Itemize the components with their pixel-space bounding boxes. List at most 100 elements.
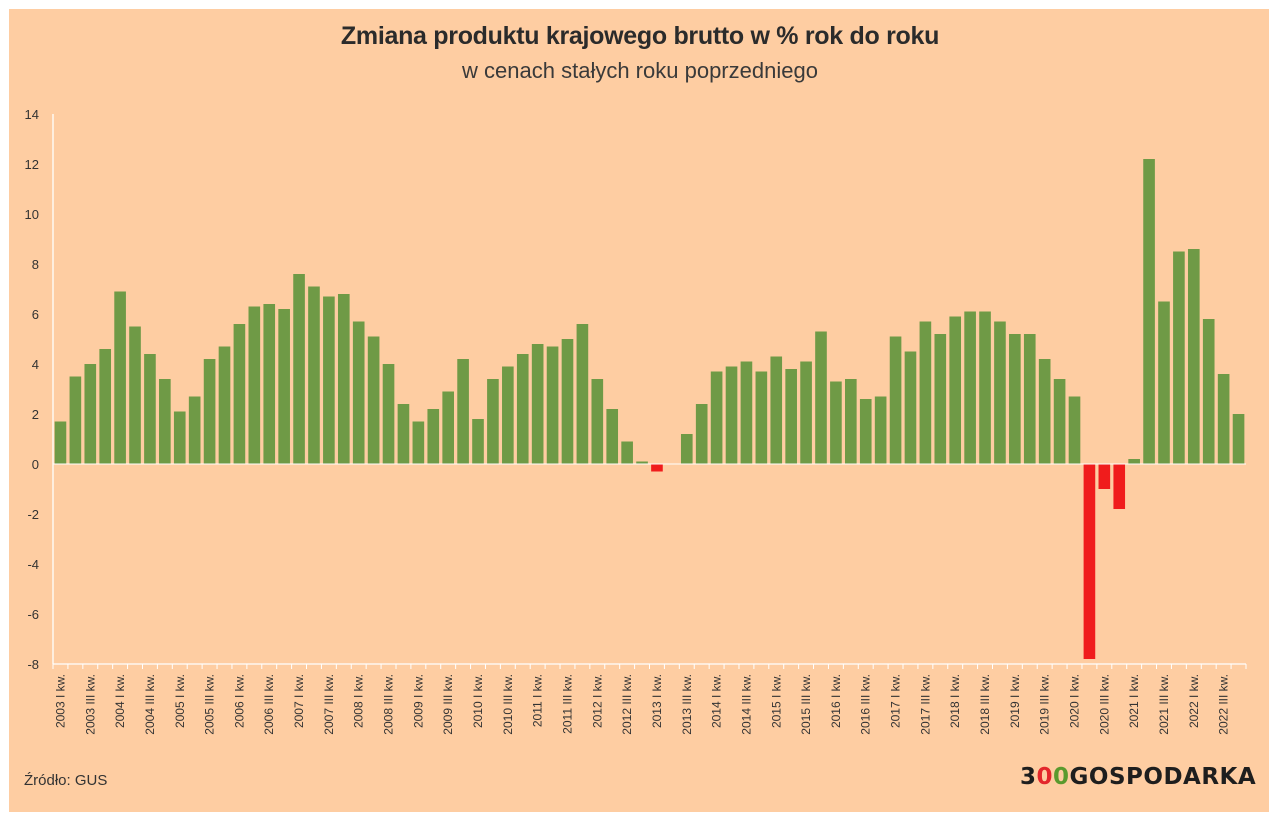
bar bbox=[427, 409, 440, 464]
y-tick-label: -8 bbox=[27, 657, 39, 672]
bar bbox=[472, 419, 484, 464]
bar bbox=[308, 286, 320, 464]
x-tick-label: 2008 I kw. bbox=[352, 674, 366, 728]
x-tick-label: 2014 III kw. bbox=[739, 674, 753, 735]
bar bbox=[770, 356, 783, 464]
x-tick-label: 2016 III kw. bbox=[859, 674, 873, 735]
bar bbox=[337, 294, 350, 464]
bar bbox=[725, 366, 738, 464]
x-tick-label: 2008 III kw. bbox=[382, 674, 396, 735]
bar bbox=[1202, 319, 1215, 464]
y-tick-label: -6 bbox=[27, 607, 39, 622]
y-tick-label: 14 bbox=[25, 107, 39, 122]
x-tick-label: 2021 III kw. bbox=[1157, 674, 1171, 735]
x-tick-label: 2015 III kw. bbox=[799, 674, 813, 735]
bar bbox=[546, 346, 559, 464]
bar bbox=[994, 321, 1006, 464]
bar bbox=[1128, 459, 1140, 464]
bar bbox=[397, 404, 410, 464]
bar bbox=[84, 364, 97, 464]
x-tick-label: 2019 I kw. bbox=[1008, 674, 1022, 728]
bar bbox=[576, 324, 589, 464]
x-tick-label: 2011 III kw. bbox=[560, 674, 574, 734]
y-tick-label: 6 bbox=[32, 307, 39, 322]
bar-series bbox=[54, 159, 1245, 659]
bar bbox=[680, 434, 693, 464]
bar bbox=[710, 371, 723, 464]
bar bbox=[412, 421, 425, 464]
bar bbox=[114, 291, 126, 464]
bar bbox=[218, 346, 231, 464]
bar bbox=[740, 361, 753, 464]
x-tick-label: 2013 I kw. bbox=[650, 674, 664, 728]
bar bbox=[800, 361, 812, 464]
bar bbox=[278, 309, 290, 464]
bar bbox=[1158, 301, 1170, 464]
bar bbox=[1068, 396, 1081, 464]
bar bbox=[69, 376, 82, 464]
bar bbox=[1053, 379, 1066, 464]
bar bbox=[1083, 464, 1096, 659]
x-tick-label: 2013 III kw. bbox=[680, 674, 694, 735]
bar bbox=[1217, 374, 1230, 464]
logo-digit-0-green: 0 bbox=[1053, 764, 1070, 790]
x-tick-label: 2004 III kw. bbox=[143, 674, 157, 735]
y-tick-label: 0 bbox=[32, 457, 39, 472]
x-tick-label: 2009 I kw. bbox=[411, 674, 425, 728]
bar bbox=[1143, 159, 1155, 464]
x-tick-label: 2019 III kw. bbox=[1038, 674, 1052, 735]
bar bbox=[367, 336, 380, 464]
bar bbox=[442, 391, 454, 464]
bar bbox=[1113, 464, 1126, 509]
bar bbox=[502, 366, 514, 464]
bar bbox=[1009, 334, 1021, 464]
bar bbox=[248, 306, 261, 464]
bar bbox=[636, 461, 648, 464]
bar bbox=[129, 326, 141, 464]
bar bbox=[233, 324, 246, 464]
logo-wordmark: GOSPODARKA bbox=[1069, 764, 1257, 790]
bar bbox=[859, 399, 872, 464]
bar bbox=[54, 421, 67, 464]
bar bbox=[830, 381, 842, 464]
bar bbox=[1098, 464, 1111, 489]
x-tick-label: 2012 III kw. bbox=[620, 674, 634, 735]
bar bbox=[651, 464, 663, 472]
x-tick-label: 2022 I kw. bbox=[1187, 674, 1201, 728]
bar bbox=[815, 331, 827, 464]
x-tick-label: 2020 III kw. bbox=[1097, 674, 1111, 735]
bar bbox=[1232, 414, 1245, 464]
bar bbox=[979, 311, 991, 464]
y-axis-ticks: -8 -6 -4 -2 0 2 4 6 8 10 12 14 bbox=[25, 107, 39, 672]
bar bbox=[293, 274, 305, 464]
bar bbox=[845, 379, 857, 464]
bar bbox=[382, 364, 395, 464]
chart-title: Zmiana produktu krajowego brutto w % rok… bbox=[340, 22, 940, 50]
x-tick-label: 2003 I kw. bbox=[53, 674, 67, 728]
x-tick-label: 2009 III kw. bbox=[441, 674, 455, 735]
bar bbox=[904, 351, 917, 464]
x-tick-label: 2015 I kw. bbox=[769, 674, 783, 728]
bar bbox=[934, 334, 947, 464]
x-tick-label: 2018 III kw. bbox=[978, 674, 992, 735]
x-tick-label: 2003 III kw. bbox=[83, 674, 97, 735]
x-tick-label: 2005 III kw. bbox=[203, 674, 217, 735]
bar bbox=[1187, 249, 1200, 464]
y-tick-label: 12 bbox=[25, 157, 39, 172]
y-tick-label: 2 bbox=[32, 407, 39, 422]
x-tick-label: 2020 I kw. bbox=[1068, 674, 1082, 728]
bar bbox=[159, 379, 171, 464]
bar bbox=[1023, 334, 1036, 464]
x-tick-label: 2014 I kw. bbox=[710, 674, 724, 728]
logo-digit-3: 3 bbox=[1020, 764, 1037, 790]
bar bbox=[144, 354, 156, 464]
x-tick-label: 2012 I kw. bbox=[590, 674, 604, 728]
x-tick-label: 2011 I kw. bbox=[531, 674, 545, 727]
bar bbox=[606, 409, 619, 464]
bar bbox=[964, 311, 976, 464]
y-tick-label: 4 bbox=[32, 357, 39, 372]
chart-subtitle: w cenach stałych roku poprzedniego bbox=[462, 58, 818, 83]
x-tick-label: 2007 I kw. bbox=[292, 674, 306, 728]
x-tick-label: 2010 I kw. bbox=[471, 674, 485, 728]
